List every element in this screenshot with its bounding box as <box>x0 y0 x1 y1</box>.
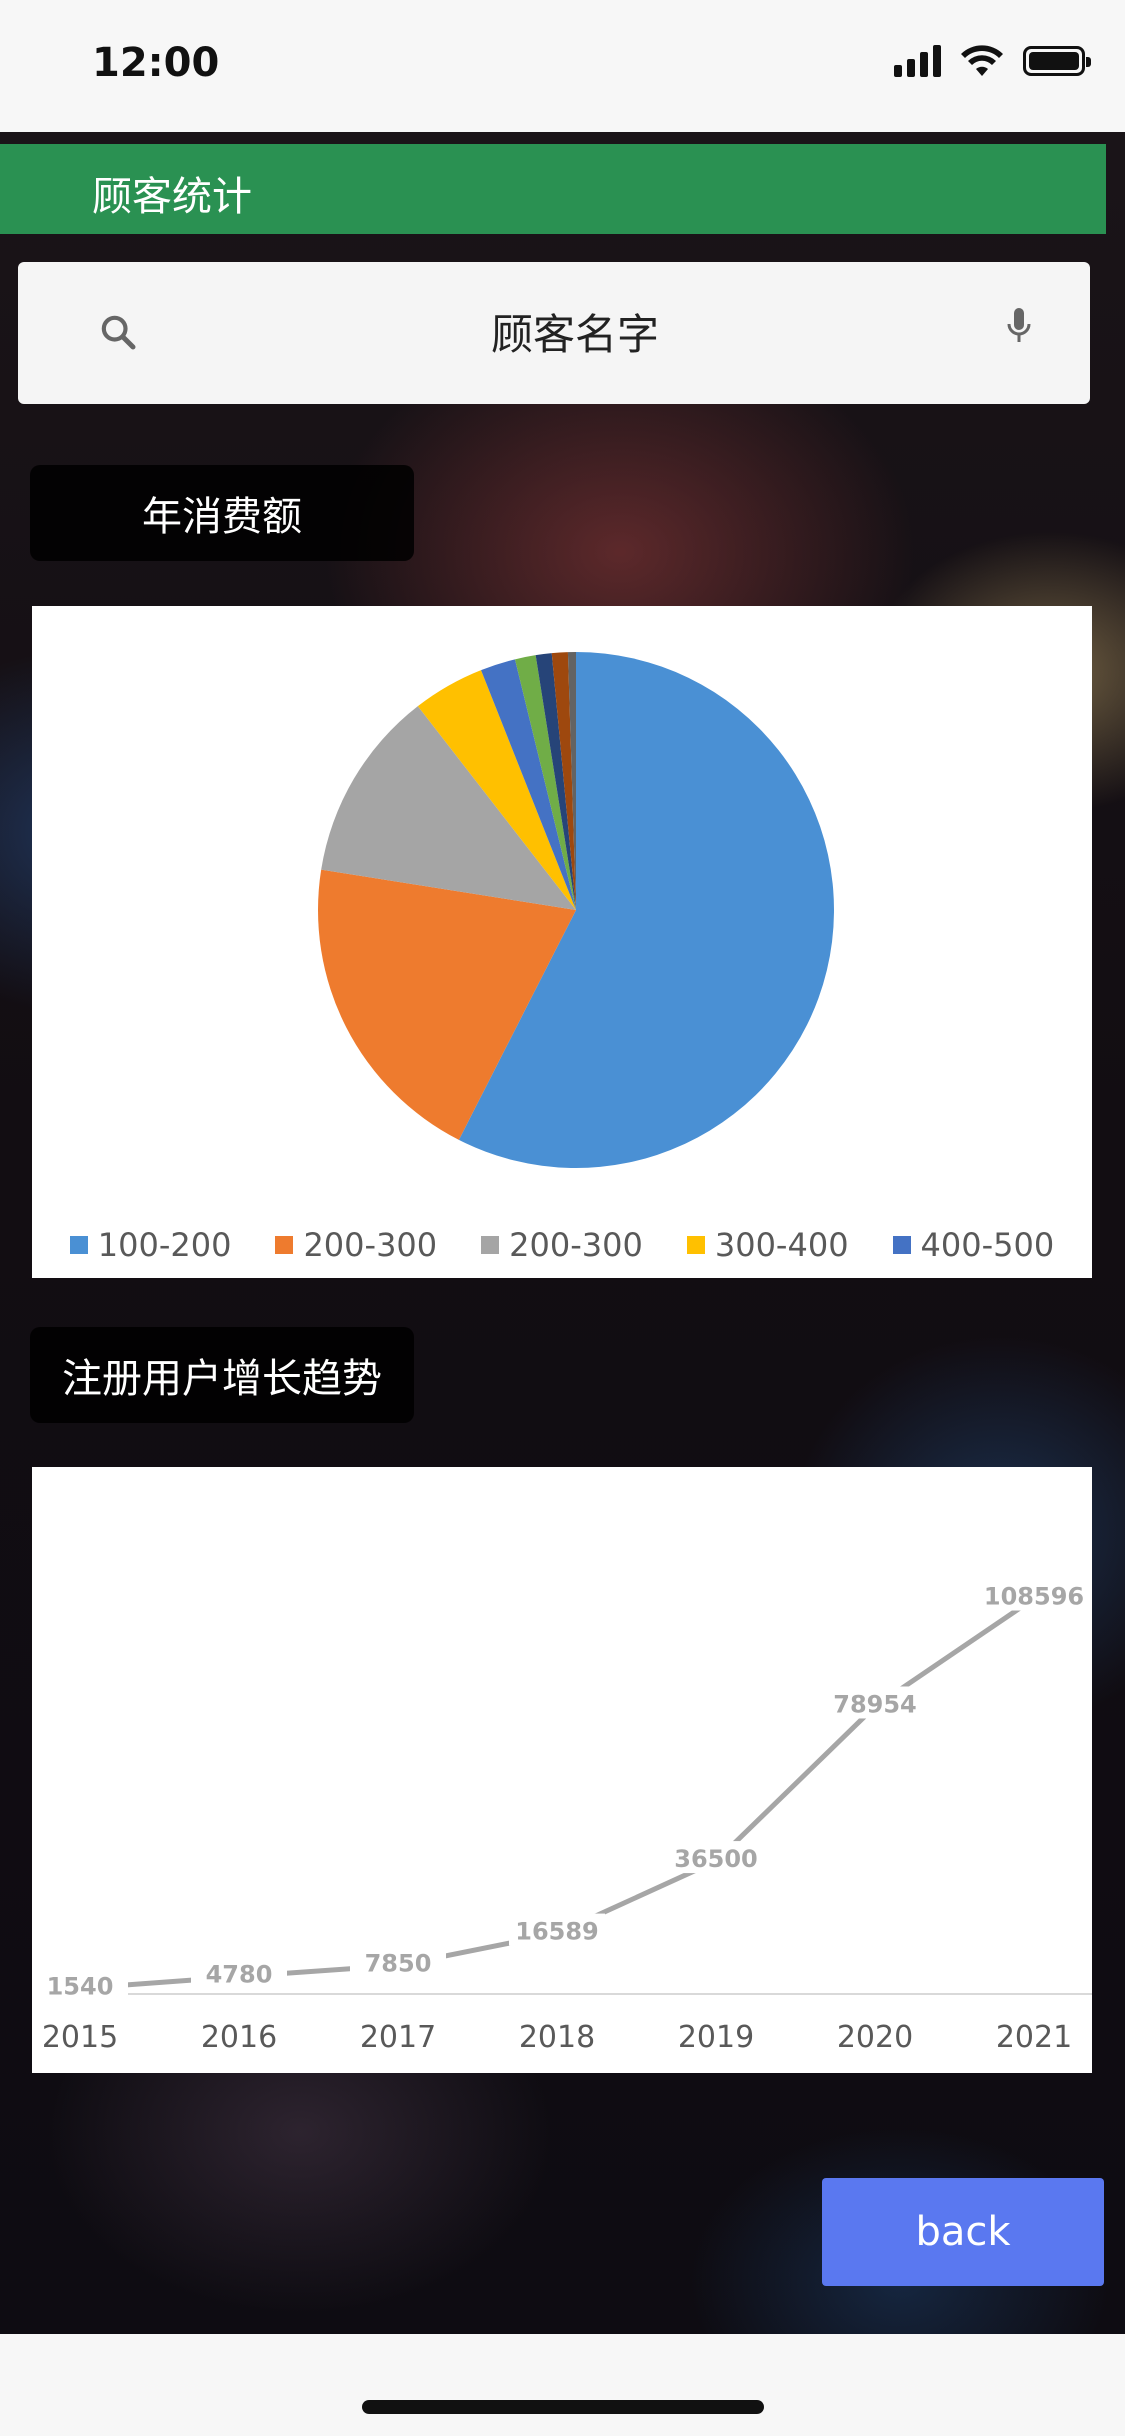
data-label: 16589 <box>515 1918 599 1946</box>
pie-slice-1 <box>318 869 576 1140</box>
data-label: 108596 <box>984 1583 1084 1611</box>
line-chart: 1540 2015 4780 2016 7850 2017 16589 2018 36500 20… <box>32 1578 1092 2055</box>
pie-legend: 100-200 200-300 200-300 300-400 400-500 <box>32 1226 1092 1264</box>
data-label-bg <box>986 1578 1082 1611</box>
pie-slice-2 <box>321 706 576 910</box>
app-header: 顾客统计 <box>0 144 1106 234</box>
battery-icon <box>1023 46 1091 76</box>
legend-swatch <box>275 1236 294 1254</box>
legend-label: 200-300 <box>303 1226 438 1264</box>
data-label: 4780 <box>206 1961 273 1989</box>
data-label-bg <box>32 1968 128 2001</box>
data-label: 78954 <box>833 1690 917 1718</box>
pie-slice-3 <box>417 670 576 910</box>
microphone-icon[interactable] <box>1004 304 1034 354</box>
annual-spending-label: 年消费额 <box>30 465 414 561</box>
home-bar-area <box>0 2334 1125 2436</box>
cellular-signal-icon <box>894 45 941 77</box>
legend-swatch <box>69 1236 88 1254</box>
data-label-bg <box>350 1945 446 1978</box>
legend-item-3: 300-400 <box>686 1226 849 1264</box>
back-button[interactable]: back <box>822 2178 1104 2286</box>
data-label: 7850 <box>365 1949 432 1977</box>
legend-item-4: 400-500 <box>892 1226 1055 1264</box>
pie-slice-7 <box>551 652 576 910</box>
status-bar: 12:00 <box>0 0 1125 132</box>
page-title: 顾客统计 <box>92 174 252 220</box>
home-indicator[interactable] <box>362 2400 764 2414</box>
x-tick-label: 2021 <box>996 2020 1072 2055</box>
legend-label: 100-200 <box>97 1226 232 1264</box>
x-tick-label: 2015 <box>42 2020 118 2055</box>
x-tick-label: 2016 <box>201 2020 277 2055</box>
pie-slice-4 <box>481 659 576 910</box>
pie-slice-5 <box>514 655 576 910</box>
legend-swatch <box>892 1236 911 1254</box>
data-label-bg <box>668 1841 764 1874</box>
line-chart-panel: 1540 2015 4780 2016 7850 2017 16589 2018 36500 20… <box>32 1467 1092 2073</box>
data-label-bg <box>827 1686 923 1719</box>
legend-item-2: 200-300 <box>481 1226 643 1264</box>
pie-slice-6 <box>535 653 576 910</box>
data-label-bg <box>509 1913 605 1946</box>
wifi-icon <box>961 45 1003 76</box>
user-growth-label: 注册用户增长趋势 <box>30 1327 414 1423</box>
legend-label: 300-400 <box>714 1226 849 1264</box>
pie-chart <box>318 652 834 1168</box>
legend-swatch <box>481 1236 500 1254</box>
pie-chart-panel: 100-200 200-300 200-300 300-400 400-500 <box>32 606 1092 1278</box>
pie-slice-8 <box>567 652 576 910</box>
data-label: 1540 <box>47 1972 114 2000</box>
data-label-bg <box>191 1956 287 1989</box>
search-bar <box>18 262 1090 404</box>
status-time: 12:00 <box>92 40 220 86</box>
legend-label: 400-500 <box>920 1226 1055 1264</box>
legend-item-1: 200-300 <box>275 1226 437 1264</box>
x-tick-label: 2019 <box>678 2020 754 2055</box>
status-icons <box>894 44 1091 78</box>
x-tick-label: 2018 <box>519 2020 595 2055</box>
legend-swatch <box>686 1236 705 1254</box>
x-tick-label: 2017 <box>360 2020 436 2055</box>
search-input[interactable] <box>198 300 952 368</box>
search-icon[interactable] <box>98 312 138 352</box>
legend-item-0: 100-200 <box>69 1226 232 1264</box>
x-tick-label: 2020 <box>837 2020 913 2055</box>
pie-slice-0 <box>458 652 834 1168</box>
legend-label: 200-300 <box>509 1226 643 1264</box>
data-label: 36500 <box>674 1845 758 1873</box>
